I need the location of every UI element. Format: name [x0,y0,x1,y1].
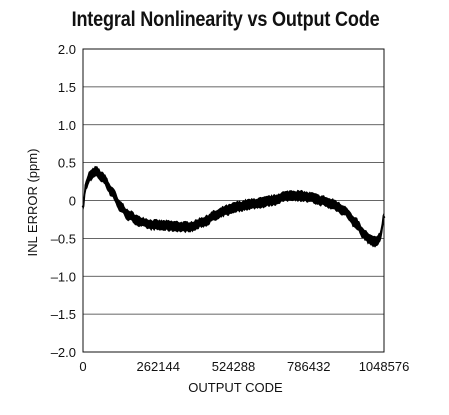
inl-data-point [88,174,92,177]
y-tick-label: 2.0 [58,42,76,57]
inl-data-point [354,222,357,225]
inl-data-point [291,193,294,197]
inl-data-point [202,220,205,223]
inl-data-point [378,235,382,239]
inl-data-point [162,224,165,227]
y-tick-label: –1.0 [51,269,76,284]
inl-data-point [271,199,274,202]
y-tick-label: –0.5 [51,231,76,246]
chart-title: Integral Nonlinearity vs Output Code [71,8,380,31]
inl-data-point [94,170,98,173]
inl-data-point [374,240,377,244]
plot-frame [82,48,385,353]
inl-data-point [363,233,366,236]
y-tick-label: –1.5 [51,307,76,322]
x-tick-label: 262144 [137,359,180,374]
y-tick-label: –2.0 [51,345,76,360]
x-tick-label: 0 [79,359,86,374]
inl-data-point [236,205,240,208]
inl-data-point [368,238,372,242]
y-tick-label: 1.5 [58,80,76,95]
inl-data-point [127,214,131,217]
inl-series-band [82,165,385,248]
inl-data-point [299,194,303,198]
inl-data-point [119,205,122,208]
x-tick-label: 1048576 [359,359,410,374]
inl-data-point [150,223,154,226]
inl-data-point [84,184,88,187]
x-tick-label: 786432 [287,359,330,374]
x-axis-label: OUTPUT CODE [188,380,283,395]
inl-data-point [190,225,194,228]
inl-data-point [110,190,113,193]
x-tick-label: 524288 [212,359,255,374]
inl-data-point [282,195,286,198]
inl-data-point [343,209,346,212]
inl-data-point [320,199,323,202]
inl-data-point [182,225,185,229]
x-tick-labels: 0 262144 524288 786432 1048576 [79,359,409,374]
y-tick-label: 1.0 [58,118,76,133]
inl-data-point [259,201,263,204]
y-axis-label: INL ERROR (ppm) [25,149,40,257]
grid-lines [83,48,384,353]
y-tick-label: 0.5 [58,156,76,171]
y-tick-label: 0 [69,194,76,209]
inl-data-point [213,214,217,217]
inl-data-point [173,225,177,228]
inl-data-point [139,220,142,223]
inl-data-point [101,176,105,179]
inl-data-point [248,203,251,206]
y-tick-labels: 2.0 1.5 1.0 0.5 0 –0.5 –1.0 –1.5 –2.0 [51,42,76,360]
inl-data-point [308,196,311,199]
inl-data-point [225,209,228,212]
inl-data-point [331,203,334,206]
series-layer [81,165,386,248]
